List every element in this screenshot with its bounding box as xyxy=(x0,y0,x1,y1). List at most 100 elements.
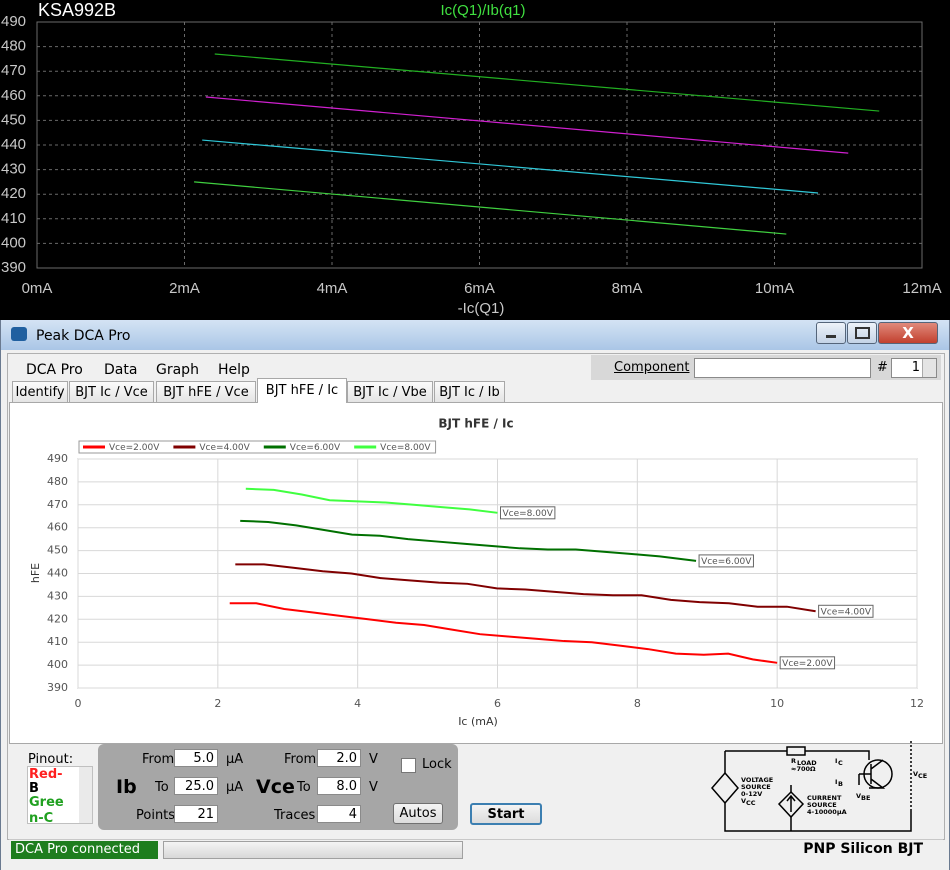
autos-button[interactable]: Autos xyxy=(393,803,443,824)
chart-title: BJT hFE / Ic xyxy=(438,417,513,431)
tab-active[interactable]: BJT hFE / Ic xyxy=(257,378,347,403)
y-tick-label: 420 xyxy=(47,612,68,625)
tab[interactable]: BJT Ic / Vbe xyxy=(347,381,433,402)
y-tick-label: 480 xyxy=(1,38,26,55)
schematic-label: C xyxy=(838,759,843,767)
minimize-icon xyxy=(826,335,836,338)
y-tick-label: 410 xyxy=(47,635,68,648)
menu-item[interactable]: Data xyxy=(104,362,138,378)
component-input[interactable] xyxy=(694,358,871,378)
from-label: From xyxy=(284,752,317,767)
points-input[interactable]: 21 xyxy=(174,805,218,823)
schematic-label: V xyxy=(913,770,918,778)
schematic-label: ≈700Ω xyxy=(791,765,816,773)
x-tick-label: 4mA xyxy=(317,280,348,297)
y-tick-label: 410 xyxy=(1,210,26,227)
to-label: To xyxy=(297,780,311,795)
menu-item[interactable]: DCA Pro xyxy=(26,362,83,378)
x-tick-label: 6mA xyxy=(464,280,495,297)
x-tick-label: 10 xyxy=(770,697,784,710)
y-tick-label: 480 xyxy=(47,475,68,488)
y-tick-label: 470 xyxy=(47,498,68,511)
maximize-icon xyxy=(855,327,870,339)
number-value: 1 xyxy=(911,360,920,375)
app-window: Peak DCA Pro X DCA Pro Data Graph Help C… xyxy=(0,320,950,870)
close-button[interactable]: X xyxy=(878,322,938,344)
unit: V xyxy=(369,752,378,767)
legend-label: Vce=2.00V xyxy=(109,443,160,453)
x-tick-label: 8mA xyxy=(612,280,643,297)
data-line xyxy=(194,181,787,235)
traces-input[interactable]: 4 xyxy=(317,805,361,823)
start-button[interactable]: Start xyxy=(470,803,542,825)
device-type: PNP Silicon BJT xyxy=(803,841,923,857)
y-tick-label: 460 xyxy=(47,521,68,534)
load-resistor xyxy=(786,746,806,756)
maximize-button[interactable] xyxy=(847,322,877,344)
trace-expression: Ic(Q1)/Ib(q1) xyxy=(440,2,525,19)
number-spinner[interactable]: 1 xyxy=(891,358,937,378)
data-line xyxy=(205,96,849,154)
lock-label: Lock xyxy=(422,757,452,772)
test-circuit: R LOAD ≈700Ω I C I B V BE V CE VOLTAGE S… xyxy=(711,741,927,832)
ib-label: Ib xyxy=(116,776,137,798)
progress-bar xyxy=(163,841,463,859)
tab[interactable]: Identify xyxy=(12,381,68,402)
legend-label: Vce=4.00V xyxy=(199,443,250,453)
tab[interactable]: BJT hFE / Vce xyxy=(156,381,256,402)
pinout-list[interactable]: Red- B Gree n-C xyxy=(27,766,93,824)
to-label: To xyxy=(155,780,169,795)
y-tick-label: 460 xyxy=(1,87,26,104)
vce-to-input[interactable]: 8.0 xyxy=(317,777,361,795)
y-tick-label: 390 xyxy=(1,259,26,276)
ib-from-input[interactable]: 5.0 xyxy=(174,749,218,767)
end-label-box xyxy=(500,506,556,520)
pinout-line: Gree xyxy=(29,795,64,810)
schematic-label: SOURCE xyxy=(741,783,771,791)
vce-label: Vce xyxy=(256,776,295,798)
x-tick-label: 12 xyxy=(910,697,924,710)
y-tick-label: 430 xyxy=(1,161,26,178)
unit: µA xyxy=(226,780,244,795)
y-tick-label: 420 xyxy=(1,185,26,202)
tab[interactable]: BJT Ic / Ib xyxy=(434,381,505,402)
lock-checkbox[interactable] xyxy=(401,758,416,773)
y-tick-label: 450 xyxy=(1,111,26,128)
data-line xyxy=(235,563,816,613)
y-axis-label: hFE xyxy=(29,563,42,583)
schematic-label: 0-12V xyxy=(741,790,762,798)
x-tick-label: 2 xyxy=(214,697,221,710)
y-tick-label: 470 xyxy=(1,62,26,79)
menu-item[interactable]: Help xyxy=(218,362,250,378)
schematic-label: CURRENT xyxy=(807,794,842,802)
schematic-label: I xyxy=(835,757,837,765)
y-tick-label: 400 xyxy=(47,658,68,671)
x-axis-label: -Ic(Q1) xyxy=(458,300,505,317)
spinner-arrows[interactable] xyxy=(922,359,936,377)
end-label-box xyxy=(698,554,754,568)
spice-plot: KSA992B Ic(Q1)/Ib(q1) -Ic(Q1) 390 400 410 4… xyxy=(0,0,950,320)
vce-from-input[interactable]: 2.0 xyxy=(317,749,361,767)
x-tick-label: 2mA xyxy=(169,280,200,297)
schematic-label: I xyxy=(835,778,837,786)
window-title: Peak DCA Pro xyxy=(36,328,131,344)
minimize-button[interactable] xyxy=(816,322,846,344)
tab[interactable]: BJT Ic / Vce xyxy=(69,381,154,402)
legend-box xyxy=(78,440,437,454)
y-tick-label: 450 xyxy=(47,544,68,557)
component-label[interactable]: Component xyxy=(614,360,690,375)
points-label: Points xyxy=(136,808,176,823)
title-bar: Peak DCA Pro X xyxy=(1,320,949,350)
pinout-label: Pinout: xyxy=(28,752,74,767)
x-tick-label: 0 xyxy=(75,697,82,710)
scrollbar[interactable] xyxy=(79,767,92,823)
end-label: Vce=8.00V xyxy=(503,509,554,519)
menu-item[interactable]: Graph xyxy=(156,362,199,378)
ib-to-input[interactable]: 25.0 xyxy=(174,777,218,795)
schematic-label: R xyxy=(791,757,796,765)
schematic-label: 4-10000µA xyxy=(807,808,847,816)
app-icon xyxy=(11,327,27,341)
end-label-box xyxy=(779,656,836,670)
end-label: Vce=2.00V xyxy=(782,659,833,669)
